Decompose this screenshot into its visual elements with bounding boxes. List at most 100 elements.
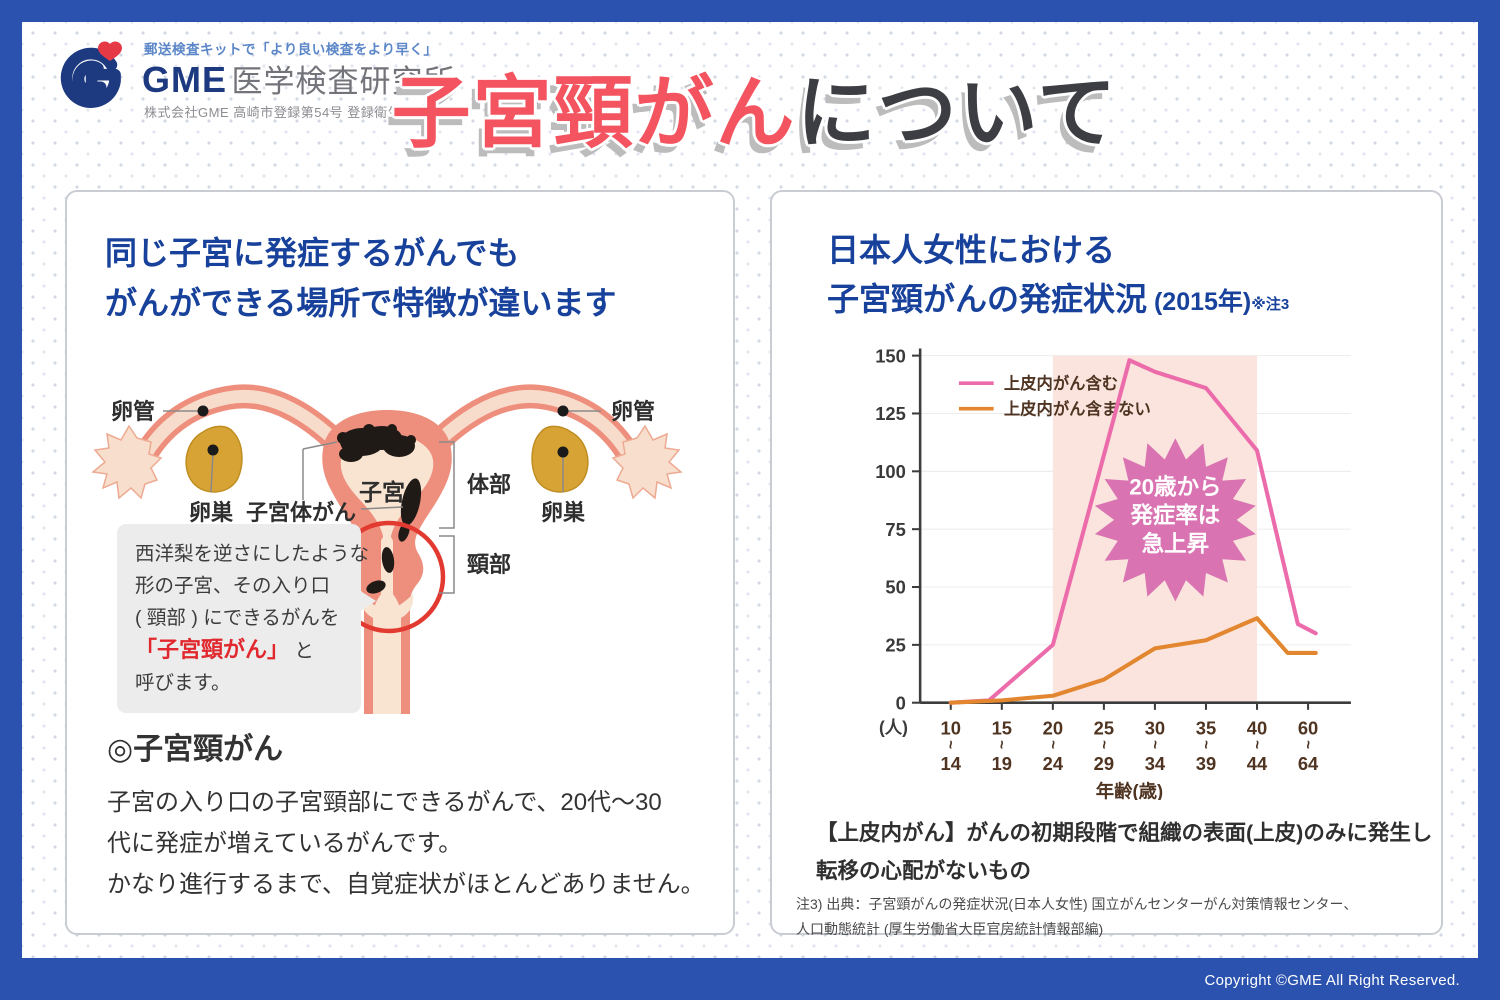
copyright-text: Copyright ©GME All Right Reserved. bbox=[1204, 972, 1460, 989]
callout-line5: 呼びます。 bbox=[135, 672, 231, 694]
fimbria-left bbox=[91, 424, 163, 500]
fimbria-right bbox=[611, 424, 683, 500]
callout-line1: 西洋梨を逆さにしたような bbox=[135, 543, 370, 565]
anatomy-panel: 同じ子宮に発症するがんでも がんができる場所で特徴が違います bbox=[65, 190, 735, 935]
x-tick-label-from: 30 bbox=[1145, 717, 1165, 738]
badge-text-line: 20歳から bbox=[1129, 474, 1221, 499]
label-corpus-cancer: 子宮体がん bbox=[246, 500, 356, 525]
page-title-suffix: について bbox=[796, 68, 1119, 157]
x-tick-tilde: ~ bbox=[942, 740, 959, 749]
incidence-panel-heading: 日本人女性における 子宮頸がんの発症状況 (2015年)※注3 bbox=[827, 226, 1289, 329]
logo-registration: 株式会社GME 高崎市登録第54号 登録衛生検査所 bbox=[144, 105, 442, 120]
incidence-heading-line1: 日本人女性における bbox=[827, 232, 1116, 268]
anatomy-heading-line1: 同じ子宮に発症するがんでも bbox=[105, 235, 520, 271]
callout-line3: ( 頸部 ) にできるがんを bbox=[135, 607, 340, 629]
ovary-right-shape bbox=[531, 425, 589, 493]
page-title-topic: 子宮頸がん bbox=[391, 68, 797, 157]
x-tick-label-from: 15 bbox=[992, 717, 1012, 738]
x-tick-tilde: ~ bbox=[1248, 740, 1265, 749]
incidence-heading-line2: 子宮頸がんの発症状況 (2015年)※注3 bbox=[827, 275, 1289, 329]
badge-starburst bbox=[1094, 438, 1256, 602]
x-tick-label-to: 19 bbox=[992, 753, 1012, 774]
x-tick-label-to: 29 bbox=[1094, 753, 1114, 774]
label-body: 体部 bbox=[467, 472, 511, 497]
cis-note-line2: 転移の心配がないもの bbox=[816, 859, 1032, 883]
y-tick-label: 0 bbox=[896, 692, 906, 713]
anatomy-panel-heading: 同じ子宮に発症するがんでも がんができる場所で特徴が違います bbox=[105, 228, 616, 328]
x-tick-label-from: 35 bbox=[1196, 717, 1216, 738]
x-tick-label-from: 25 bbox=[1094, 717, 1114, 738]
x-tick-label-from: 10 bbox=[941, 717, 961, 738]
leader-lines bbox=[163, 410, 601, 594]
page-title: 子宮頸がんについて bbox=[350, 48, 1160, 163]
callout-line4-tail: と bbox=[289, 640, 314, 662]
legend-label: 上皮内がん含まない bbox=[1004, 399, 1151, 418]
x-tick-label-to: 24 bbox=[1043, 753, 1064, 774]
y-tick-label: 100 bbox=[875, 461, 906, 482]
cervical-cancer-description: ◎子宮頸がん 子宮の入り口の子宮頸部にできるがんで、20代～30 代に発症が増え… bbox=[107, 724, 705, 905]
description-line2: 代に発症が増えているがんです。 bbox=[107, 830, 463, 857]
label-uterus: 子宮 bbox=[359, 479, 405, 505]
cervical-cancer-callout: 西洋梨を逆さにしたような 形の子宮、その入り口 ( 頸部 ) にできるがんを 「… bbox=[117, 524, 376, 713]
logo-tagline: 郵送検査キットで「より良い検査をより早く」 bbox=[144, 42, 438, 57]
gme-logo-mark-icon bbox=[60, 41, 122, 108]
series-line-1 bbox=[948, 616, 1318, 705]
cancer-masses bbox=[337, 424, 422, 594]
x-tick-label-from: 20 bbox=[1043, 717, 1063, 738]
x-tick-label-to: 44 bbox=[1247, 753, 1268, 774]
series-line-0 bbox=[948, 358, 1318, 705]
badge-text-line: 発症率は bbox=[1129, 502, 1220, 528]
incidence-heading-main: 子宮頸がんの発症状況 bbox=[827, 281, 1148, 317]
ovary-left-shape bbox=[185, 425, 243, 493]
x-tick-tilde: ~ bbox=[1197, 740, 1214, 749]
anatomy-heading-line2: がんができる場所で特徴が違います bbox=[105, 285, 617, 321]
uterine-cavity bbox=[340, 434, 434, 542]
fallopian-tubes bbox=[135, 384, 639, 464]
x-tick-label-to: 64 bbox=[1298, 753, 1319, 774]
y-axis-unit: (人) bbox=[879, 717, 908, 737]
logo-g-shape bbox=[60, 47, 121, 108]
legend-label: 上皮内がん含む bbox=[1004, 374, 1118, 393]
x-tick-label-to: 34 bbox=[1145, 753, 1166, 774]
logo-brand-gme: GME bbox=[142, 59, 228, 100]
label-ovary-left: 卵巣 bbox=[189, 500, 234, 525]
incidence-heading-year: (2015年) bbox=[1147, 288, 1252, 316]
x-tick-label-from: 40 bbox=[1247, 717, 1267, 738]
source-line2: 人口動態統計 (厚生労働省大臣官房統計情報部編) bbox=[796, 921, 1104, 937]
x-tick-label-to: 39 bbox=[1196, 753, 1216, 774]
incidence-line-chart: 0 25 50 75 100 125 150 (人) 10 ~14 15 ~19 20 ~24 25 ~29 3… bbox=[875, 345, 1351, 802]
description-heading: ◎子宮頸がん bbox=[107, 733, 284, 766]
logo-brand: GME 医学検査研究所 bbox=[142, 56, 455, 101]
x-tick-tilde: ~ bbox=[993, 740, 1010, 749]
x-tick-tilde: ~ bbox=[1095, 740, 1112, 749]
incidence-chart-area: 0 25 50 75 100 125 150 (人) 10 ~14 15 ~19 20 ~24 25 ~29 3… bbox=[864, 340, 1354, 802]
leader-dots bbox=[197, 405, 569, 458]
source-line1: 注3) 出典：子宮頸がんの発症状況(日本人女性) 国立がんセンターがん対策情報セ… bbox=[796, 896, 1358, 912]
y-tick-label: 25 bbox=[885, 634, 905, 655]
source-note: 注3) 出典：子宮頸がんの発症状況(日本人女性) 国立がんセンターがん対策情報セ… bbox=[796, 892, 1357, 942]
label-tube-right: 卵管 bbox=[611, 399, 655, 424]
callout-line2: 形の子宮、その入り口 bbox=[135, 575, 331, 597]
x-tick-tilde: ~ bbox=[1299, 740, 1316, 749]
x-axis-title: 年齢(歳) bbox=[1096, 781, 1163, 800]
label-tube-left: 卵管 bbox=[111, 399, 155, 424]
logo-heart-icon bbox=[98, 41, 122, 61]
label-cervix: 頸部 bbox=[467, 552, 511, 577]
incidence-heading-noteref: ※注3 bbox=[1251, 296, 1290, 313]
x-tick-label-to: 14 bbox=[941, 753, 962, 774]
y-tick-label: 125 bbox=[875, 403, 906, 424]
y-tick-label: 75 bbox=[885, 519, 905, 540]
cis-note-line1: 【上皮内がん】がんの初期段階で組織の表面(上皮)のみに発生し bbox=[816, 821, 1433, 845]
description-line1: 子宮の入り口の子宮頸部にできるがんで、20代～30 bbox=[107, 789, 662, 816]
callout-line4: 「子宮頸がん」 と bbox=[135, 634, 343, 667]
callout-term: 「子宮頸がん」 bbox=[135, 637, 290, 662]
cis-definition-note: 【上皮内がん】がんの初期段階で組織の表面(上皮)のみに発生し 転移の心配がないも… bbox=[816, 814, 1432, 890]
description-line3: かなり進行するまで、自覚症状がほとんどありません。 bbox=[107, 871, 705, 898]
vaginal-canal bbox=[373, 594, 401, 714]
gme-logo: 郵送検査キットで「より良い検査をより早く」 GME 医学検査研究所 株式会社GM… bbox=[52, 28, 472, 138]
label-ovary-right: 卵巣 bbox=[541, 500, 586, 525]
y-tick-label: 150 bbox=[875, 345, 906, 366]
incidence-panel: 日本人女性における 子宮頸がんの発症状況 (2015年)※注3 0 25 50 75 1… bbox=[770, 190, 1443, 937]
badge-text-line: 急上昇 bbox=[1142, 531, 1209, 557]
